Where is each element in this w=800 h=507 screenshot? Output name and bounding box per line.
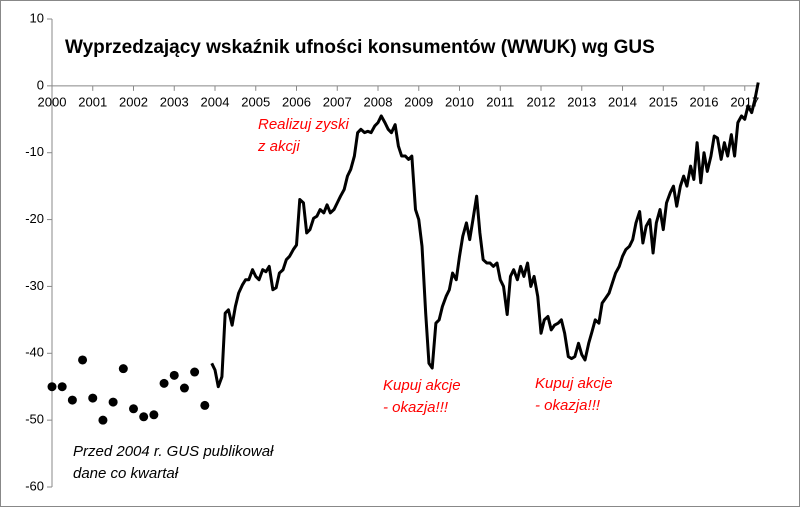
x-tick-label: 2016 [690, 94, 719, 109]
y-tick-label: -50 [25, 412, 44, 427]
x-tick-label: 2002 [119, 94, 148, 109]
data-point [118, 364, 128, 374]
annotation: z akcji [257, 138, 300, 155]
data-point [78, 355, 88, 365]
x-tick-label: 2007 [323, 94, 352, 109]
x-tick-label: 2004 [201, 94, 230, 109]
data-point [149, 410, 159, 420]
x-tick-label: 2001 [78, 94, 107, 109]
annotation: - okazja!!! [383, 399, 449, 416]
y-tick-label: -10 [25, 144, 44, 159]
x-tick-label: 2012 [527, 94, 556, 109]
x-tick-label: 2015 [649, 94, 678, 109]
annotation: - okazja!!! [535, 397, 601, 414]
y-tick-label: -20 [25, 211, 44, 226]
x-tick-label: 2003 [160, 94, 189, 109]
y-tick-label: -40 [25, 345, 44, 360]
data-point [139, 412, 149, 422]
data-point [98, 415, 108, 425]
data-point [108, 397, 118, 407]
annotation: dane co kwartał [73, 465, 179, 482]
y-tick-label: -60 [25, 478, 44, 493]
x-tick-label: 2009 [404, 94, 433, 109]
annotation: Przed 2004 r. GUS publikował [73, 443, 274, 460]
data-point [57, 382, 67, 392]
data-line [210, 82, 760, 389]
annotation: Kupuj akcje [383, 377, 461, 394]
x-tick-label: 2006 [282, 94, 311, 109]
data-point [88, 393, 98, 403]
y-tick-label: -30 [25, 278, 44, 293]
y-tick-label: 10 [30, 10, 44, 25]
data-point [159, 378, 169, 388]
x-tick-label: 2011 [486, 94, 514, 109]
data-point [179, 383, 189, 393]
x-tick-label: 2005 [241, 94, 270, 109]
x-tick-label: 2000 [38, 94, 67, 109]
x-tick-label: 2010 [445, 94, 474, 109]
data-point [200, 400, 210, 410]
data-point [169, 370, 179, 380]
y-tick-label: 0 [37, 77, 44, 92]
x-tick-label: 2013 [567, 94, 596, 109]
x-tick-label: 2014 [608, 94, 637, 109]
chart-title: Wyprzedzający wskaźnik ufności konsument… [65, 37, 655, 58]
annotation: Realizuj zyski [258, 116, 350, 133]
data-point [67, 395, 77, 405]
data-point [129, 404, 139, 414]
annotation: Kupuj akcje [535, 375, 613, 392]
data-point [190, 367, 200, 377]
x-tick-label: 2008 [364, 94, 393, 109]
data-point [47, 382, 57, 392]
